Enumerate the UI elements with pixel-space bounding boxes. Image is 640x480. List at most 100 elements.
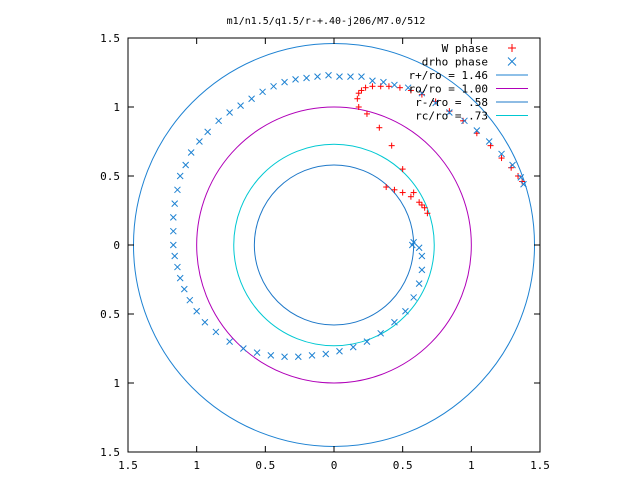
- drho-phase-point: [169, 214, 177, 221]
- drho-phase-point: [187, 149, 195, 156]
- drho-phase-point: [363, 338, 371, 345]
- legend-label: r+/ro = 1.46: [409, 69, 488, 82]
- w-phase-point: [424, 210, 431, 217]
- drho-phase-point: [169, 227, 177, 235]
- drho-phase-point: [358, 73, 365, 80]
- legend-label: drho phase: [422, 56, 488, 69]
- drho-phase-point: [308, 352, 316, 359]
- w-phase-point: [416, 199, 423, 206]
- drho-phase-point: [485, 138, 493, 145]
- y-tick-label: 1: [113, 101, 120, 114]
- w-phase-point: [418, 201, 425, 208]
- drho-phase-point: [196, 138, 203, 145]
- drho-phase-point: [402, 307, 409, 315]
- y-tick-label: 1: [113, 377, 120, 390]
- w-phase-point: [498, 155, 505, 162]
- drho-phase-point: [226, 338, 233, 345]
- drho-phase-point: [240, 345, 247, 352]
- drho-phase-point: [377, 329, 385, 337]
- drho-phase-point: [212, 328, 220, 336]
- w-phase-point: [473, 130, 480, 137]
- w-phase-point: [355, 104, 362, 110]
- w-phase-point: [383, 184, 390, 191]
- y-tick-label: 0.5: [100, 170, 120, 183]
- legend-label: r-/ro = .58: [415, 96, 488, 109]
- drho-phase-point: [292, 76, 299, 83]
- radius-circle: [196, 106, 472, 384]
- drho-phase-point: [176, 172, 184, 180]
- drho-phase-point: [303, 74, 310, 82]
- y-tick-label: 1.5: [100, 32, 120, 45]
- drho-phase-point: [391, 318, 398, 326]
- w-phase-point: [399, 189, 406, 196]
- drho-phase-point: [418, 89, 426, 97]
- x-tick-label: 1: [468, 459, 475, 472]
- drho-phase-point: [248, 95, 255, 103]
- y-tick-label: 0.5: [100, 308, 120, 321]
- drho-phase-point: [253, 349, 261, 356]
- drho-phase-point: [347, 73, 354, 80]
- drho-phase-point: [418, 252, 426, 260]
- drho-phase-point: [498, 150, 505, 158]
- w-phase-point: [363, 110, 370, 117]
- w-phase-point: [487, 142, 494, 149]
- w-phase-point: [376, 124, 383, 131]
- x-tick-label: 1: [193, 459, 200, 472]
- drho-phase-point: [408, 241, 416, 249]
- drho-phase-point: [176, 274, 184, 282]
- drho-phase-point: [215, 117, 222, 125]
- drho-phase-point: [201, 318, 209, 326]
- drho-phase-point: [432, 99, 439, 107]
- drho-phase-point: [186, 296, 194, 304]
- drho-phase-point: [410, 294, 418, 301]
- legend-label: W phase: [442, 42, 488, 55]
- w-phase-point: [396, 84, 403, 91]
- drho-phase-point: [314, 73, 321, 80]
- w-phase-point: [355, 90, 362, 97]
- drho-phase-point: [520, 180, 527, 188]
- drho-phase-point: [349, 343, 357, 351]
- drho-phase-point: [391, 81, 398, 89]
- drho-phase-point: [174, 186, 181, 194]
- drho-phase-point: [336, 347, 343, 355]
- drho-phase-point: [415, 280, 423, 287]
- x-tick-label: 0.5: [255, 459, 275, 472]
- drho-phase-point: [322, 350, 330, 358]
- drho-phase-point: [259, 88, 266, 96]
- drho-phase-point: [169, 241, 177, 249]
- drho-phase-point: [171, 200, 179, 207]
- drho-phase-point: [180, 285, 188, 293]
- legend-label: ro/ro = 1.00: [409, 83, 488, 96]
- x-tick-label: 0.5: [393, 459, 413, 472]
- drho-phase-point: [380, 78, 387, 86]
- drho-phase-point: [237, 102, 244, 109]
- drho-phase-point: [461, 117, 468, 125]
- chart-title: m1/n1.5/q1.5/r-+.40-j206/M7.0/512: [227, 16, 426, 27]
- drho-phase-point: [174, 263, 181, 271]
- drho-phase-point: [325, 71, 332, 79]
- drho-phase-point: [415, 244, 423, 252]
- drho-phase-point: [294, 353, 302, 361]
- w-phase-point: [358, 87, 365, 94]
- radius-circle: [233, 143, 435, 347]
- w-phase-point: [399, 166, 406, 173]
- drho-phase-point: [193, 307, 201, 315]
- legend-label: rc/ro = .73: [415, 110, 488, 123]
- w-phase-point: [410, 189, 417, 196]
- w-phase-point: [362, 84, 369, 91]
- drho-phase-point: [418, 266, 426, 274]
- x-tick-label: 1.5: [530, 459, 550, 472]
- drho-phase-point: [204, 128, 212, 136]
- drho-phase-point: [509, 161, 516, 169]
- w-phase-point: [421, 204, 428, 211]
- legend-key: [507, 57, 517, 66]
- drho-phase-point: [281, 353, 288, 361]
- y-tick-label: 0: [113, 239, 120, 252]
- drho-phase-points: [169, 71, 527, 361]
- drho-phase-point: [404, 84, 412, 92]
- w-phase-points: [354, 83, 526, 217]
- drho-phase-point: [369, 77, 376, 85]
- w-phase-point: [391, 186, 398, 193]
